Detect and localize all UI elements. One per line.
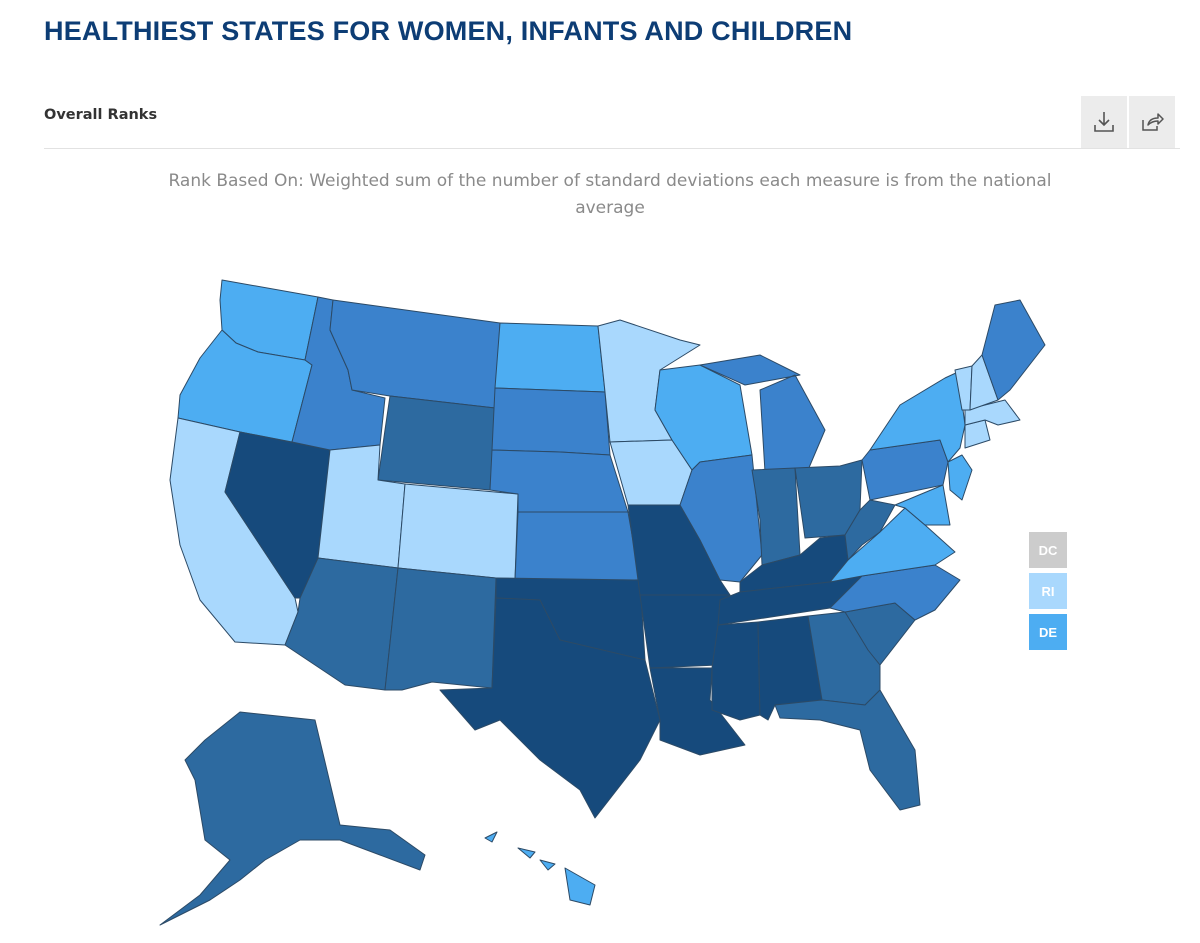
share-button[interactable]: [1129, 96, 1175, 148]
state-WY[interactable]: [377, 395, 496, 491]
small-states-legend: DC RI DE: [1029, 532, 1067, 650]
state-MS[interactable]: [711, 621, 761, 721]
state-FL[interactable]: [774, 689, 921, 811]
rank-basis-note: Rank Based On: Weighted sum of the numbe…: [168, 171, 1052, 218]
state-AK[interactable]: [159, 711, 426, 926]
state-CO[interactable]: [397, 483, 519, 581]
small-state-DC[interactable]: DC: [1029, 532, 1067, 568]
state-VA[interactable]: [829, 507, 956, 583]
state-TX[interactable]: [439, 597, 661, 819]
small-state-label-RI: RI: [1042, 584, 1055, 599]
state-NJ[interactable]: [947, 454, 973, 501]
state-SD[interactable]: [491, 387, 611, 456]
state-KS[interactable]: [514, 511, 641, 581]
small-state-DE[interactable]: DE: [1029, 614, 1067, 650]
download-icon: [1094, 112, 1114, 132]
chart-subtitle: Overall Ranks: [44, 107, 158, 123]
state-ME[interactable]: [981, 299, 1046, 401]
state-MA[interactable]: [964, 399, 1021, 426]
state-HI[interactable]: [484, 831, 596, 906]
small-state-RI[interactable]: RI: [1029, 573, 1067, 609]
state-MD[interactable]: [894, 484, 951, 526]
small-state-label-DE: DE: [1039, 625, 1057, 640]
header-divider: [44, 148, 1180, 149]
state-MI[interactable]: [699, 354, 826, 473]
chart-toolbar: [1081, 96, 1175, 148]
small-state-label-DC: DC: [1039, 543, 1058, 558]
share-icon: [1142, 113, 1164, 131]
download-button[interactable]: [1081, 96, 1127, 148]
state-WV[interactable]: [844, 499, 896, 561]
page-title: HEALTHIEST STATES FOR WOMEN, INFANTS AND…: [44, 16, 853, 46]
state-ND[interactable]: [494, 322, 606, 393]
state-NM[interactable]: [384, 567, 497, 691]
